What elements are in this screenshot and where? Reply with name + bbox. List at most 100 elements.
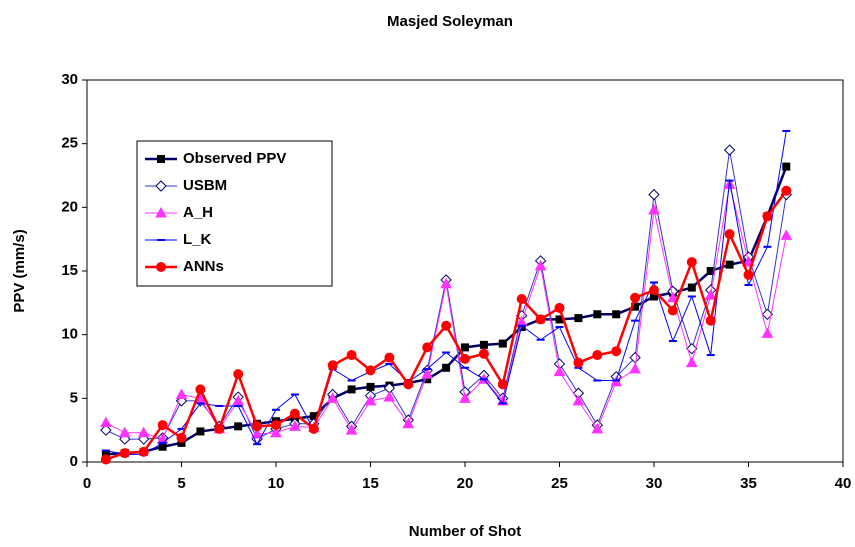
marker [442,351,451,354]
marker [555,326,564,329]
y-tick-label: 10 [61,326,78,343]
marker [611,346,622,357]
marker [517,324,526,327]
marker [762,211,773,222]
marker [572,394,585,406]
legend-label: USBM [183,177,227,194]
legend-marker [155,206,167,218]
marker [781,185,792,196]
marker [612,310,621,319]
marker [440,277,452,289]
marker [573,357,584,368]
y-tick-label: 0 [70,453,78,470]
marker [667,291,679,303]
marker [631,319,640,322]
marker [365,365,376,376]
legend-label: Observed PPV [183,150,286,167]
legend-marker [156,262,166,272]
marker [326,392,339,403]
marker [479,378,488,381]
marker [177,427,186,430]
marker [175,388,188,400]
x-tick-label: 35 [740,475,757,492]
marker [593,379,602,382]
marker [591,422,604,434]
marker [385,362,394,365]
marker [100,424,112,436]
marker [158,441,167,444]
legend-marker [157,239,165,241]
marker [460,353,470,364]
marker [535,314,546,325]
marker [574,314,583,323]
marker [479,340,488,349]
marker [251,427,263,439]
marker [157,420,168,431]
marker [176,432,187,443]
marker [364,394,377,406]
y-tick-label: 30 [61,71,78,88]
marker [384,352,395,363]
legend-marker [157,155,165,163]
marker [347,379,356,382]
marker [272,408,280,411]
marker [100,416,112,428]
marker [289,420,301,431]
y-tick-label: 15 [61,262,78,279]
marker [743,269,754,280]
marker [137,426,150,438]
marker [383,391,396,402]
marker [536,338,545,341]
legend-label: L_K [183,231,212,248]
marker [705,315,716,326]
y-tick-label: 20 [61,198,78,215]
marker [346,350,357,361]
marker [345,424,358,435]
marker [706,354,715,357]
marker [667,305,678,316]
marker [592,350,603,361]
x-tick-label: 10 [268,475,285,492]
marker [421,368,434,379]
marker [648,188,660,201]
marker [780,229,793,240]
marker [498,339,507,348]
marker [232,394,245,406]
marker [461,366,469,369]
y-axis-label: PPV (mm/s) [11,229,28,312]
marker [497,379,508,390]
marker [686,342,698,355]
marker [782,129,791,132]
marker [234,404,243,407]
marker [723,144,736,156]
marker [100,454,111,465]
marker [612,379,621,382]
marker [687,295,696,298]
chart-title: Masjed Soleyman [387,13,513,30]
marker [782,162,791,171]
marker [441,320,452,331]
marker [403,379,414,390]
marker [686,257,697,268]
x-tick-label: 20 [457,475,474,492]
x-axis-label: Number of Shot [409,523,522,540]
marker [554,302,565,313]
marker [761,327,774,338]
legend-label: A_H [183,204,213,221]
marker [233,369,244,380]
marker [119,448,130,459]
marker [196,402,205,405]
marker [650,281,658,284]
marker [118,426,131,438]
marker [101,449,110,452]
marker [685,356,698,368]
marker [516,294,527,305]
x-tick-label: 15 [362,475,379,492]
marker [270,426,282,438]
marker [704,289,717,300]
marker [534,259,547,271]
marker [725,179,734,182]
marker [593,310,602,319]
marker [629,363,641,374]
